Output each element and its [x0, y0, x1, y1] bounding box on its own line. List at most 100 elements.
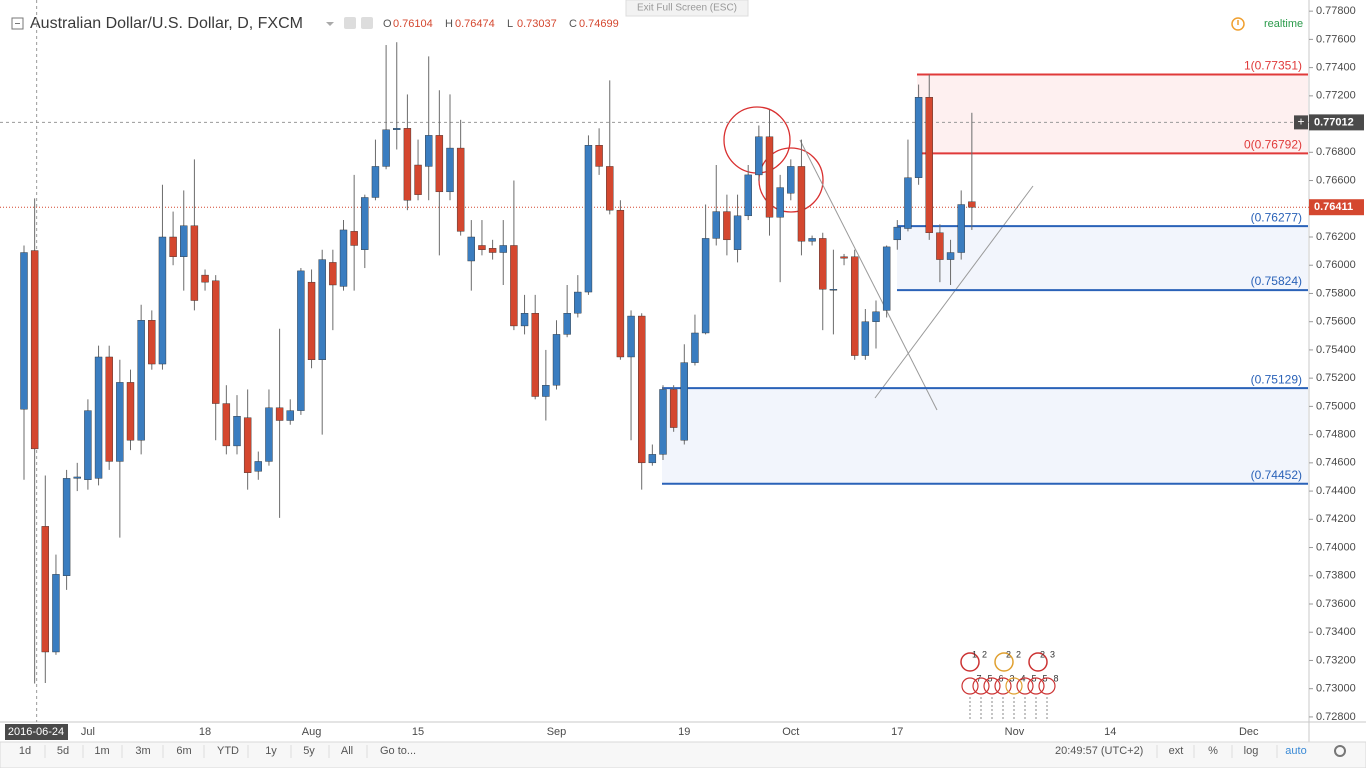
chart-option[interactable]: % [1208, 745, 1218, 757]
y-tick-label: 0.73000 [1316, 683, 1356, 695]
candle-body [137, 320, 145, 441]
y-tick-label: 0.74200 [1316, 513, 1356, 525]
candle-body [946, 252, 955, 260]
range-button[interactable]: 5y [303, 745, 315, 757]
candle-body [904, 177, 912, 229]
candle-body [180, 225, 188, 257]
chart-option[interactable]: ext [1169, 745, 1184, 757]
candle-body [712, 211, 720, 239]
range-button[interactable]: 5d [57, 745, 69, 757]
candle-body [105, 356, 113, 462]
candle-body [307, 281, 316, 361]
y-tick-label: 0.74000 [1316, 541, 1356, 553]
y-tick-label: 0.73600 [1316, 598, 1356, 610]
y-tick-label: 0.76600 [1316, 174, 1356, 186]
exit-fullscreen-button[interactable] [625, 0, 749, 17]
settings-icon[interactable] [361, 17, 373, 29]
candle-body [542, 385, 550, 397]
event-flag[interactable] [961, 677, 979, 695]
candle-body [968, 201, 976, 208]
dropdown-arrow[interactable] [326, 22, 334, 26]
trend-line[interactable] [799, 139, 938, 411]
range-button[interactable]: 1m [94, 745, 109, 757]
event-count: 1 [972, 649, 977, 659]
candle-body [531, 313, 539, 397]
x-tick-label: Sep [547, 726, 567, 738]
settings-icon[interactable] [344, 17, 356, 29]
candle-body [62, 478, 71, 576]
y-tick-label: 0.74600 [1316, 457, 1356, 469]
candle-body [840, 256, 848, 259]
x-tick-label: Nov [1005, 726, 1025, 738]
chart-option[interactable]: auto [1285, 745, 1306, 757]
y-tick-label: 0.72800 [1316, 711, 1356, 723]
collapse-icon[interactable] [11, 17, 24, 30]
candle-body [638, 315, 646, 464]
x-tick-label: 19 [678, 726, 690, 738]
candle-body [116, 382, 124, 462]
range-button[interactable]: 6m [176, 745, 191, 757]
event-count: 3 [1050, 649, 1055, 659]
candle-body [148, 320, 156, 365]
candle-body [456, 147, 465, 232]
candle-body [318, 259, 326, 361]
candle-body [371, 166, 380, 198]
goto-button[interactable]: Go to... [380, 745, 416, 757]
candle-body [680, 362, 688, 441]
fib-label: (0.75824) [1251, 274, 1302, 288]
settings-gear[interactable] [1334, 745, 1346, 757]
y-tick-label: 0.75200 [1316, 372, 1356, 384]
range-button[interactable]: All [341, 745, 353, 757]
x-tick-label: Aug [302, 726, 322, 738]
x-tick-label: 18 [199, 726, 211, 738]
candle-body [925, 97, 933, 233]
event-flag[interactable] [983, 677, 1001, 695]
x-tick-label: 17 [891, 726, 903, 738]
event-flag[interactable] [960, 652, 980, 672]
range-button[interactable]: 1d [19, 745, 31, 757]
ohlc-value: 0.74699 [579, 18, 619, 30]
event-flag[interactable] [994, 652, 1014, 672]
clock: 20:49:57 (UTC+2) [1055, 745, 1143, 757]
x-tick-label: 14 [1104, 726, 1116, 738]
candle-body [499, 245, 507, 253]
last-price-label: 0.76411 [1314, 201, 1353, 213]
range-button[interactable]: YTD [217, 745, 239, 757]
crosshair-price-label: 0.77012 [1314, 116, 1354, 128]
candle-body [606, 166, 614, 211]
range-button[interactable]: 3m [135, 745, 150, 757]
range-button[interactable]: 1y [265, 745, 277, 757]
chart-option[interactable]: log [1244, 745, 1259, 757]
candle-body [595, 145, 603, 167]
crosshair-add-button[interactable] [1294, 115, 1308, 130]
candle-body [201, 274, 209, 283]
ohlc-value: 0.76104 [393, 18, 433, 30]
event-flag[interactable] [1016, 677, 1034, 695]
exit-fullscreen-label[interactable]: Exit Full Screen (ESC) [637, 3, 737, 14]
candle-body [808, 238, 816, 242]
event-flag[interactable] [1038, 677, 1056, 695]
y-tick-label: 0.75600 [1316, 316, 1356, 328]
fib-label: (0.74452) [1251, 468, 1302, 482]
bottom-toolbar [0, 741, 1366, 768]
candle-body [627, 315, 635, 358]
y-tick-label: 0.73200 [1316, 654, 1356, 666]
candle-body [393, 128, 401, 130]
candle-body [957, 204, 965, 253]
crosshair-date-label: 2016-06-24 [8, 726, 64, 738]
x-tick-label: Dec [1239, 726, 1259, 738]
candle-body [659, 389, 667, 455]
trend-line[interactable] [874, 185, 1034, 399]
symbol-title[interactable]: Australian Dollar/U.S. Dollar, D, FXCM [30, 15, 303, 32]
candle-body [158, 236, 167, 365]
event-flag[interactable] [994, 677, 1012, 695]
candle-body [861, 321, 870, 356]
event-flag[interactable] [1027, 677, 1045, 695]
event-count: 8 [1053, 673, 1058, 683]
event-count: 2 [982, 649, 987, 659]
event-flag[interactable] [972, 677, 990, 695]
event-flag[interactable] [1028, 652, 1048, 672]
event-flag[interactable] [1005, 677, 1023, 695]
candle-body [701, 238, 710, 334]
